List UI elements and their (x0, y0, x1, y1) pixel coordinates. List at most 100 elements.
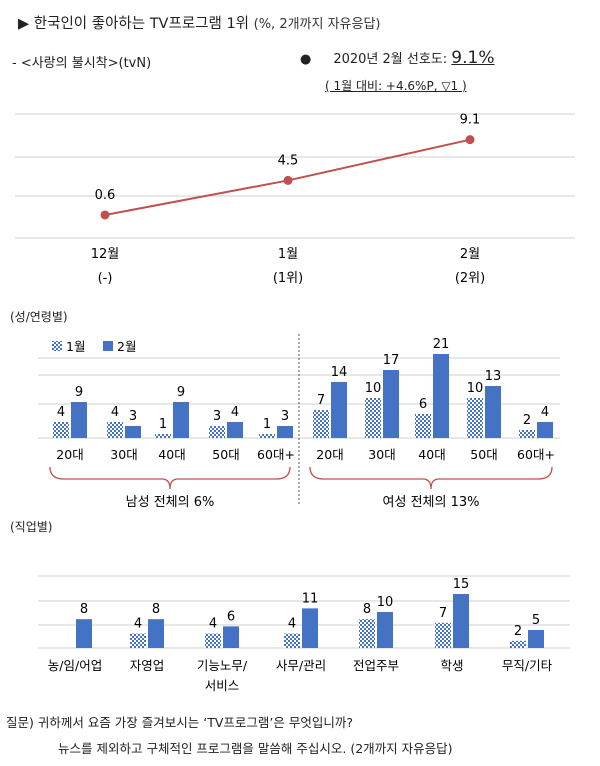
bar-jan (107, 422, 123, 438)
occupation-bar-feb-value-label: 10 (377, 595, 394, 610)
bar-feb (125, 426, 141, 438)
bar-jan-value-label: 1 (263, 417, 271, 432)
group-brace (49, 466, 291, 490)
line-point (465, 135, 475, 145)
bar-jan-value-label: 6 (419, 397, 427, 412)
group-label: 여성 전체의 13% (383, 495, 480, 510)
bar-jan (467, 398, 483, 438)
bar-jan (259, 434, 275, 438)
preference-value: 9.1% (451, 48, 495, 68)
occupation-x-tick-label: 전업주부 (353, 658, 399, 673)
occupation-bar-feb-value-label: 8 (80, 602, 88, 617)
occupation-x-tick-label: 자영업 (130, 658, 165, 673)
bar-feb-value-label: 9 (177, 385, 185, 400)
bar-jan (53, 422, 69, 438)
chart-title: ▶ 한국인이 좋아하는 TV프로그램 1위 (%, 2개까지 자유응답) (18, 16, 381, 32)
occupation-x-tick-label: 무직/기타 (502, 658, 553, 673)
occupation-bar-jan (510, 640, 526, 648)
occupation-bar-jan (130, 633, 146, 648)
occupation-bar-jan-value-label: 4 (209, 617, 217, 632)
bar-feb-value-label: 3 (281, 409, 289, 424)
legend-jan-swatch (52, 341, 62, 351)
line-x-tick-sub-label: (-) (98, 271, 113, 286)
bar-jan (365, 398, 381, 438)
bar-jan-value-label: 7 (317, 393, 325, 408)
group-brace (309, 466, 553, 490)
bar-x-tick-label: 50대 (212, 447, 239, 462)
bar-jan-value-label: 2 (523, 413, 531, 428)
bar-feb-value-label: 4 (541, 405, 549, 420)
bar-jan (313, 410, 329, 438)
bar-jan (519, 430, 535, 438)
occupation-bar-jan (435, 622, 451, 648)
occupation-x-tick-sub-label: 서비스 (205, 678, 240, 693)
line-value-label: 0.6 (95, 188, 116, 203)
line-value-label: 9.1 (460, 113, 481, 128)
bar-x-tick-label: 60대+ (257, 447, 295, 462)
occupation-bar-feb (528, 630, 544, 648)
occupation-bar-feb (223, 626, 239, 648)
bar-x-tick-label: 20대 (316, 447, 343, 462)
line-x-tick-sub-label: (1위) (273, 271, 303, 286)
bar-jan-value-label: 4 (111, 405, 119, 420)
occupation-bar-feb-value-label: 6 (227, 609, 235, 624)
group-label: 남성 전체의 6% (126, 495, 215, 510)
bar-x-tick-label: 30대 (110, 447, 137, 462)
line-x-tick-label: 1월 (278, 247, 298, 262)
section-gender-age-label: (성/연령별) (10, 310, 68, 324)
bar-feb (331, 382, 347, 438)
bar-feb-value-label: 14 (331, 365, 348, 380)
line-value-label: 4.5 (278, 153, 299, 168)
bar-feb-value-label: 4 (231, 405, 239, 420)
line-x-tick-sub-label: (2위) (455, 271, 485, 286)
bar-jan (155, 434, 171, 438)
preference-change: ( 1월 대비: +4.6%P, ▽1 ) (325, 79, 467, 93)
occupation-x-tick-label: 기능노무/ (197, 658, 248, 673)
legend-jan-label: 1월 (66, 339, 85, 354)
bar-jan (209, 426, 225, 438)
occupation-bar-jan-value-label: 7 (439, 606, 447, 621)
bar-x-tick-label: 40대 (158, 447, 185, 462)
occupation-bar-jan-value-label: 8 (363, 602, 371, 617)
bar-feb (537, 422, 553, 438)
question-line-1: 질문) 귀하께서 요즘 가장 즐겨보시는 ‘TV프로그램’은 무엇입니까? (6, 715, 353, 730)
bar-feb-value-label: 9 (75, 385, 83, 400)
occupation-bar-jan (359, 619, 375, 648)
program-name: - <사랑의 불시착>(tvN) (12, 56, 152, 71)
legend-feb-swatch (103, 341, 113, 351)
bar-jan-value-label: 10 (365, 381, 382, 396)
occupation-bar-feb (302, 608, 318, 648)
bar-x-tick-label: 30대 (368, 447, 395, 462)
line-point (283, 175, 293, 185)
bar-jan-value-label: 1 (159, 417, 167, 432)
line-x-tick-label: 2월 (460, 247, 480, 262)
bar-feb-value-label: 21 (433, 337, 450, 352)
occupation-bar-feb (453, 594, 469, 648)
bar-jan-value-label: 10 (467, 381, 484, 396)
bar-feb (383, 370, 399, 438)
bar-feb-value-label: 17 (383, 353, 400, 368)
occupation-bar-feb-value-label: 5 (532, 613, 540, 628)
line-x-tick-label: 12월 (91, 247, 120, 262)
legend-feb-label: 2월 (117, 339, 136, 354)
occupation-bar-feb (76, 619, 92, 648)
occupation-bar-jan-value-label: 4 (134, 617, 142, 632)
section-occupation-label: (직업별) (10, 520, 53, 534)
bar-jan (415, 414, 431, 438)
line-point (100, 210, 110, 220)
bar-feb-value-label: 3 (129, 409, 137, 424)
bar-feb (173, 402, 189, 438)
occupation-bar-feb-value-label: 15 (453, 577, 470, 592)
bar-x-tick-label: 60대+ (517, 447, 555, 462)
preference-summary: ● 2020년 2월 선호도: 9.1% (300, 48, 495, 68)
bar-x-tick-label: 50대 (470, 447, 497, 462)
bar-x-tick-label: 20대 (56, 447, 83, 462)
bar-feb (227, 422, 243, 438)
bar-jan-value-label: 3 (213, 409, 221, 424)
bar-x-tick-label: 40대 (418, 447, 445, 462)
bar-feb (277, 426, 293, 438)
occupation-x-tick-label: 농/임/어업 (48, 658, 102, 673)
occupation-bar-feb-value-label: 11 (302, 591, 319, 606)
occupation-x-tick-label: 학생 (440, 658, 463, 673)
